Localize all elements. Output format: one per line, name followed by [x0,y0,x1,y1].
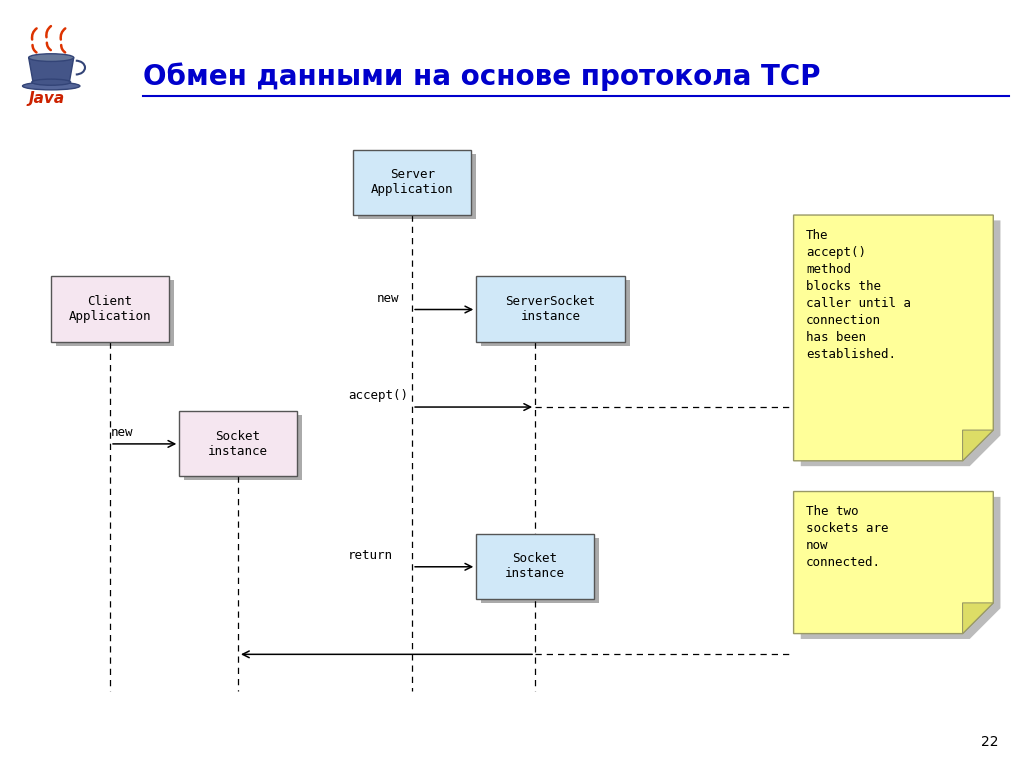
FancyBboxPatch shape [56,280,174,346]
Polygon shape [29,58,74,81]
Text: Обмен данными на основе протокола TCP: Обмен данными на основе протокола TCP [143,62,821,91]
Text: Client
Application: Client Application [69,295,152,323]
Polygon shape [801,497,1000,639]
Ellipse shape [29,54,74,61]
Ellipse shape [32,79,71,85]
FancyBboxPatch shape [481,280,630,346]
Text: 22: 22 [981,735,998,749]
Text: return: return [348,549,393,562]
Text: Socket
instance: Socket instance [208,429,268,458]
Text: Server
Application: Server Application [371,168,454,197]
Polygon shape [963,430,993,461]
FancyBboxPatch shape [476,534,594,599]
Text: Socket
instance: Socket instance [505,552,565,581]
Polygon shape [794,215,993,461]
FancyBboxPatch shape [184,415,302,480]
Text: ServerSocket
instance: ServerSocket instance [506,295,595,323]
FancyBboxPatch shape [51,276,169,342]
Polygon shape [801,220,1000,466]
Text: new: new [377,292,399,305]
FancyBboxPatch shape [179,411,297,476]
Text: new: new [111,426,133,439]
FancyBboxPatch shape [358,154,476,219]
Text: The two
sockets are
now
connected.: The two sockets are now connected. [806,505,889,569]
Text: The
accept()
method
blocks the
caller until a
connection
has been
established.: The accept() method blocks the caller un… [806,229,911,361]
Text: Java: Java [29,91,65,106]
Polygon shape [963,603,993,634]
Text: accept(): accept() [348,389,409,402]
FancyBboxPatch shape [353,150,471,215]
FancyBboxPatch shape [476,276,625,342]
FancyBboxPatch shape [481,538,599,603]
Ellipse shape [23,82,80,90]
Polygon shape [794,492,993,634]
